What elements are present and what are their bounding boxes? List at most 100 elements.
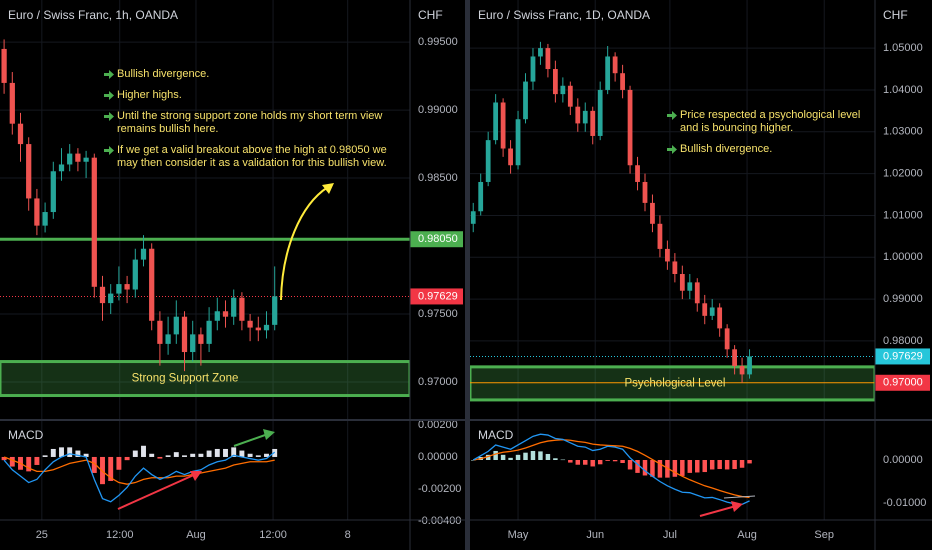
candle-body (687, 282, 693, 291)
candle-body (470, 211, 476, 224)
macd-histogram-bar (108, 456, 114, 481)
macd-histogram-bar (717, 460, 722, 470)
x-tick-label: Aug (737, 529, 757, 541)
note-arrow (104, 112, 114, 121)
macd-histogram-bar (545, 453, 551, 460)
axis-unit: CHF (883, 8, 908, 22)
candle-body (657, 223, 663, 249)
candle-body (642, 181, 648, 203)
panel: 1.05000 1.04000 1.03000 1.02000 1.01000 1.000… (470, 0, 932, 550)
macd-histogram-bar (568, 460, 573, 463)
macd-tick-label: 0.00000 (418, 451, 458, 463)
candle-body (272, 296, 278, 325)
plot-area (0, 0, 410, 520)
candle-body (605, 56, 611, 90)
macd-histogram-bar (702, 460, 707, 473)
macd-histogram-bar (116, 456, 122, 470)
candle-body (26, 144, 32, 199)
candle-body (575, 106, 581, 124)
macd-tick-label: 0.00200 (418, 419, 458, 431)
macd-histogram-bar (642, 460, 648, 476)
y-tick-label: 1.03000 (883, 126, 923, 138)
macd-histogram-bar (198, 453, 204, 457)
macd-histogram-bar (255, 455, 261, 457)
note-text: Until the strong support zone holds my s… (117, 110, 383, 135)
candle-body (478, 181, 484, 212)
macd-histogram-bar (173, 452, 179, 457)
macd-histogram-bar (132, 450, 138, 457)
y-tick-label: 1.02000 (883, 168, 923, 180)
zone-label: Strong Support Zone (132, 373, 239, 385)
candle-body (108, 293, 114, 304)
candle-body (181, 316, 188, 353)
note-arrow (104, 91, 114, 100)
notes: Bullish divergence. Higher highs. Until th… (104, 68, 404, 178)
macd-histogram-bar (732, 460, 737, 470)
macd-histogram-bar (695, 460, 700, 473)
candle-body (672, 261, 678, 275)
macd-histogram-bar (206, 450, 212, 457)
macd-histogram-bar (583, 460, 588, 465)
candle-body (198, 334, 204, 344)
macd-histogram-bar (83, 453, 89, 457)
macd-histogram-bar (165, 455, 171, 457)
macd-histogram-bar (239, 450, 245, 457)
macd-histogram-bar (157, 456, 163, 459)
candle-body (58, 164, 65, 172)
candle-body (620, 73, 625, 90)
price-label-box (410, 288, 463, 305)
candle-body (567, 85, 573, 107)
candle-body (214, 311, 220, 321)
divergence-line (723, 495, 756, 499)
zone-label: Psychological Level (624, 377, 725, 389)
macd-histogram-bar (620, 460, 625, 464)
candle-body (99, 286, 106, 304)
macd-histogram-bar (91, 456, 97, 473)
macd-macd-line (472, 433, 750, 505)
x-tick-label: Sep (814, 529, 834, 541)
candle-body (493, 102, 499, 141)
macd-histogram-bar (530, 450, 536, 460)
macd-histogram-bar (247, 453, 253, 457)
note: Bullish divergence. (104, 68, 404, 81)
x-tick-label: 8 (345, 529, 351, 541)
y-tick-label: 1.04000 (883, 84, 923, 96)
panel: 0.99500 0.99000 0.98500 0.97500 0.97000 25 12:… (0, 0, 465, 550)
candle-body (255, 327, 261, 331)
macd-histogram-bar (500, 454, 506, 460)
note-text: Price respected a psychological level an… (680, 109, 861, 134)
note-arrow (104, 146, 114, 155)
macd-histogram-bar (657, 460, 663, 478)
y-tick-label: 1.00000 (883, 251, 923, 263)
green-arrow (233, 433, 269, 447)
candle-body (709, 307, 715, 316)
note: Bullish divergence. (667, 143, 867, 156)
note: Until the strong support zone holds my s… (104, 110, 404, 136)
candle-body (739, 366, 745, 375)
macd-histogram-bar (67, 447, 73, 457)
macd-histogram-bar (739, 460, 745, 468)
chart-title: Euro / Swiss Franc, 1h, OANDA (8, 8, 178, 22)
red-arrow (699, 505, 737, 517)
macd-tick-label: -0.01000 (883, 497, 926, 509)
y-tick-label: 0.99500 (418, 36, 458, 48)
candle-body (732, 349, 737, 367)
note-text: Bullish divergence. (680, 143, 773, 155)
macd-histogram-bar (687, 460, 693, 473)
candle-body (515, 119, 521, 166)
candle-body (650, 202, 655, 224)
macd-histogram-bar (590, 460, 595, 467)
candle-body (702, 303, 708, 316)
macd-histogram-bar (1, 456, 7, 461)
x-tick-label: 12:00 (106, 529, 134, 541)
note: If we get a valid breakout above the hig… (104, 144, 404, 170)
price-label-box (410, 231, 463, 248)
yellow-arrow (280, 186, 329, 301)
price-label-box (875, 374, 930, 391)
y-tick-label: 1.05000 (883, 42, 923, 54)
macd-histogram-bar (747, 460, 752, 464)
candle-body (552, 69, 558, 95)
note-text: If we get a valid breakout above the hig… (117, 144, 387, 169)
candle-body (747, 356, 752, 375)
